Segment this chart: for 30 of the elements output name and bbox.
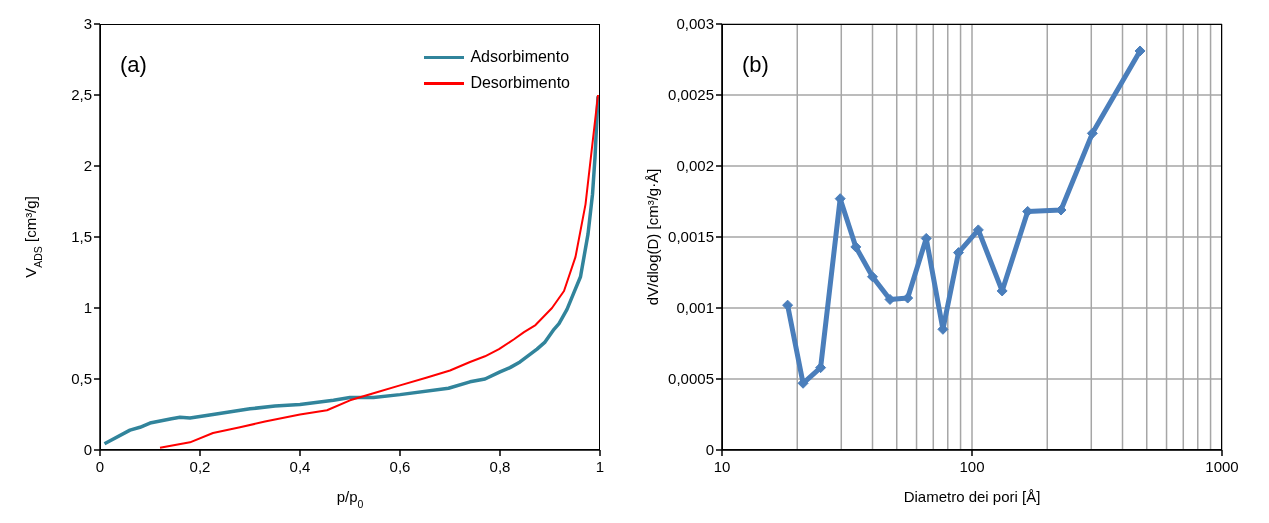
y-tick-label: 0,0025 — [668, 86, 714, 104]
annotation: (b) — [742, 52, 769, 78]
y-tick-label: 0,0015 — [668, 228, 714, 246]
x-tick-label: 10 — [713, 458, 731, 475]
x-tick-label: 0,2 — [189, 458, 211, 475]
y-tick-label: 0,0005 — [668, 370, 714, 388]
x-tick-label: 0,8 — [489, 458, 511, 475]
y-tick-label: 0,003 — [676, 15, 714, 33]
y-tick-label: 1,5 — [71, 228, 92, 246]
y-tick-label: 1 — [83, 299, 92, 317]
y-tick-label: 0,001 — [676, 299, 714, 317]
x-axis-title: Diametro dei pori [Å] — [903, 488, 1041, 505]
x-tick-label: 100 — [959, 458, 985, 475]
y-tick-label: 2,5 — [71, 86, 92, 104]
y-tick-label: 3 — [83, 15, 92, 33]
legend-label: Adsorbimento — [470, 48, 570, 66]
x-tick-label: 0,6 — [389, 458, 411, 475]
y-tick-label: 0 — [705, 441, 714, 459]
x-axis-title: p/p$_{0}$ — [336, 488, 364, 510]
x-tick-label: 1000 — [1205, 458, 1239, 475]
y-tick-label: 0,5 — [71, 370, 92, 388]
y-axis-title: dV/dlog(D) [cm³/g·Å] — [644, 168, 661, 306]
x-tick-label: 1 — [595, 458, 605, 475]
y-tick-label: 0 — [83, 441, 92, 459]
x-tick-label: 0 — [95, 458, 105, 475]
legend-label: Desorbimento — [470, 74, 570, 92]
x-tick-label: 0,4 — [289, 458, 311, 475]
y-tick-label: 0,002 — [676, 157, 714, 175]
annotation: (a) — [120, 52, 147, 78]
y-tick-label: 2 — [83, 157, 92, 175]
